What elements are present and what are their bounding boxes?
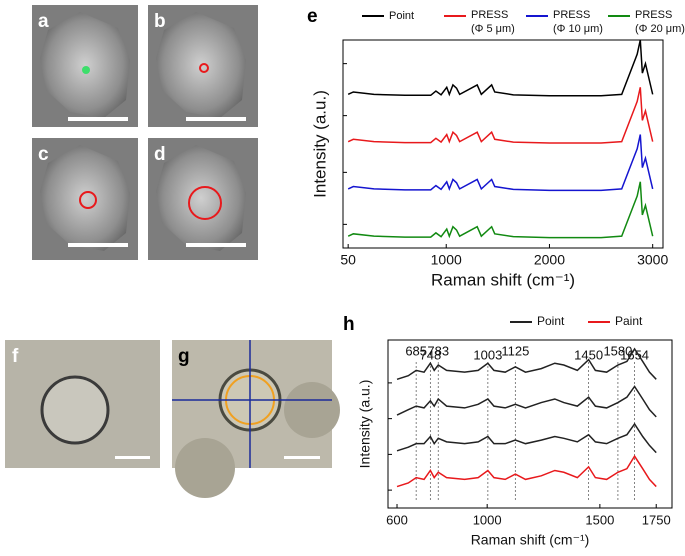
- spot: [82, 66, 90, 74]
- plot-frame: [342, 39, 664, 249]
- panel-label: a: [38, 11, 49, 32]
- scale-bar: [186, 243, 246, 247]
- cell: [284, 382, 340, 438]
- x-tick-label: 1500: [585, 512, 614, 527]
- cell: [40, 375, 110, 445]
- panel-label: e: [307, 6, 318, 27]
- micrographs: [5, 5, 340, 498]
- x-axis-label: Raman shift (cm⁻¹): [471, 532, 590, 548]
- series-line: [347, 39, 654, 97]
- series-line: [347, 181, 654, 239]
- scale-bar: [186, 117, 246, 121]
- x-tick-label: 1000: [473, 512, 502, 527]
- x-axis-label: Raman shift (cm⁻¹): [431, 270, 575, 289]
- cell: [175, 438, 235, 498]
- peak-label: 1003: [473, 347, 502, 362]
- peak-label: 1654: [620, 347, 649, 362]
- panel-label: h: [343, 314, 355, 335]
- legend-label: PRESS (Φ 20 μm): [635, 9, 685, 35]
- panel-label: c: [38, 144, 49, 165]
- spot: [188, 186, 222, 220]
- x-tick-label: 50: [340, 252, 356, 268]
- panel-label: b: [154, 11, 166, 32]
- spot: [79, 191, 97, 209]
- x-tick-label: 1750: [642, 512, 671, 527]
- x-tick-label: 600: [386, 512, 408, 527]
- legend-label: Point: [389, 10, 414, 22]
- legend-label: PRESS (Φ 5 μm): [471, 9, 515, 35]
- legend-label: PRESS (Φ 10 μm): [553, 9, 603, 35]
- cell: [156, 145, 246, 251]
- scale-bar: [68, 117, 128, 121]
- scale-bar: [284, 456, 320, 459]
- panel-label: g: [178, 346, 190, 367]
- y-axis-label: Intensity (a.u.): [357, 380, 373, 469]
- cell: [40, 145, 130, 251]
- x-tick-label: 2000: [534, 252, 565, 268]
- peak-label: 1580: [603, 343, 632, 358]
- peak-label: 1125: [501, 343, 529, 358]
- x-tick-label: 3000: [637, 252, 668, 268]
- legend-label: Point: [537, 314, 565, 328]
- plot-frame: [387, 339, 673, 509]
- series-line: [396, 347, 657, 381]
- spot: [199, 63, 209, 73]
- series-line: [347, 87, 654, 144]
- peak-label: 1450: [574, 347, 603, 362]
- series-line: [396, 422, 657, 454]
- cell: [40, 12, 130, 118]
- series-line: [347, 134, 654, 192]
- peak-label: 685: [405, 343, 427, 358]
- scale-bar: [68, 243, 128, 247]
- y-axis-label: Intensity (a.u.): [310, 90, 329, 198]
- series-line: [396, 385, 657, 418]
- panel-label: f: [12, 346, 19, 367]
- scale-bar: [115, 456, 150, 459]
- panel-label: d: [154, 144, 166, 165]
- legend-label: Paint: [615, 314, 643, 328]
- peak-label: 783: [427, 343, 449, 358]
- series-line: [396, 454, 657, 488]
- x-tick-label: 1000: [431, 252, 462, 268]
- peak-label: 748: [420, 347, 442, 362]
